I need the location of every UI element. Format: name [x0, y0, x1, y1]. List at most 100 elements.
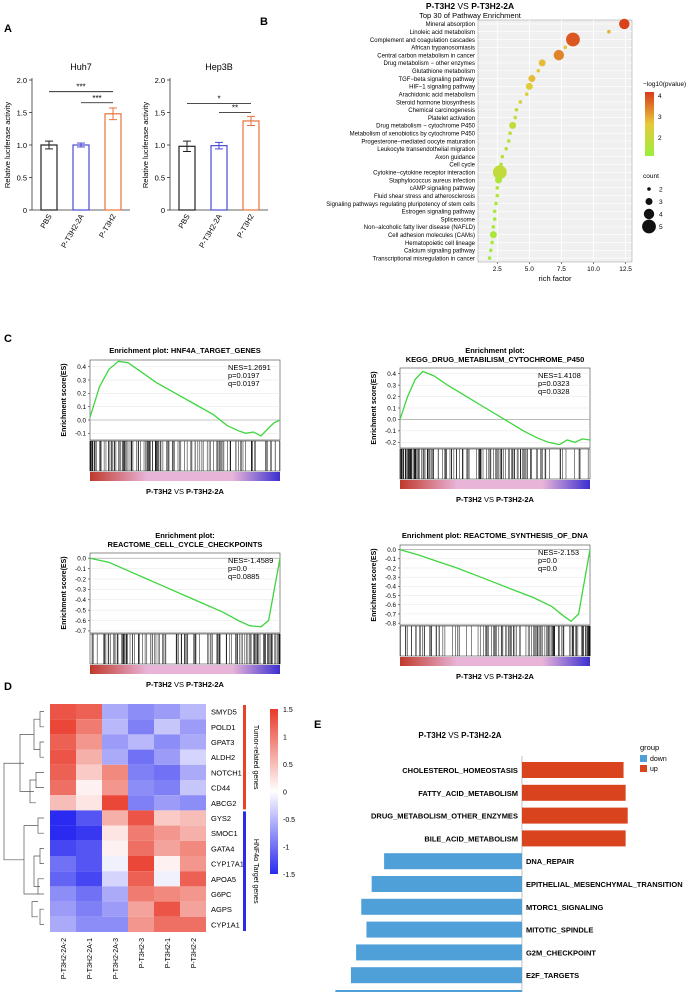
heatmap-cell [154, 840, 180, 856]
heatmap-cell [180, 734, 206, 750]
heatmap-cell [180, 780, 206, 796]
heatmap-row-label: SMYD5 [211, 708, 237, 717]
enrichment-curve [399, 370, 591, 446]
heatmap-cell [180, 749, 206, 765]
scale-tick-label: 1.5 [283, 707, 293, 714]
heatmap-cell [76, 856, 102, 872]
pathway-label: Drug metabolism − other enzymes [383, 61, 475, 67]
y-tick-label: 0.5 [17, 174, 27, 183]
heatmap-cell [180, 810, 206, 826]
pathway-label: Axon guidance [435, 155, 475, 161]
bar-p-t3h2 [104, 113, 122, 211]
pathway-label: Complement and coagulation cascades [370, 38, 475, 44]
bubble-point [514, 107, 519, 112]
title-part: P-T3H2 [426, 1, 456, 11]
bubble-point [492, 165, 507, 180]
y-tick-label: 1.0 [155, 141, 165, 150]
x-label-part: P-T3H2 [146, 487, 172, 496]
x-tick-label: 12.5 [619, 266, 632, 273]
heatmap-cell [50, 719, 76, 735]
y-tick-label: 1.0 [17, 141, 27, 150]
heatmap-column-label: P-T3H2-1 [165, 938, 172, 968]
size-legend-tick: 5 [659, 224, 663, 231]
heatmap-cell [180, 795, 206, 811]
y-tick-label: 2.0 [17, 76, 27, 85]
heatmap-row-label: AGPS [211, 905, 232, 914]
heatmap-cell [128, 719, 154, 735]
es-plot-frame [89, 359, 281, 441]
es-tick-label: 0.4 [387, 371, 396, 378]
x-label-part: P-T3H2 [146, 680, 172, 689]
pathway-label: HIF−1 signaling pathway [409, 85, 475, 91]
pathway-label: Estrogen signaling pathway [402, 210, 475, 216]
heatmap-cell [102, 795, 128, 811]
title-part: P-T3H2-2A [471, 1, 514, 11]
bar-chart-title: Huh7 [70, 62, 92, 72]
es-plot-frame [89, 552, 281, 634]
bubble-point [525, 82, 533, 90]
heatmap-cell [50, 916, 76, 932]
x-label-part: VS [482, 672, 496, 681]
bar-p-t3h2-2a [72, 144, 90, 211]
pathway-label: Progesterone−mediated oocyte maturation [361, 139, 475, 145]
es-tick-label: 0.0 [387, 547, 396, 554]
enrichment-curve [399, 548, 591, 623]
y-tick-label: 0 [23, 206, 27, 215]
heatmap-cell [128, 749, 154, 765]
bubble-point [507, 139, 511, 143]
pathway-label: Glutathione metabolism [412, 69, 475, 75]
scale-tick-label: 0 [283, 790, 287, 797]
scale-tick-label: -0.5 [283, 817, 295, 824]
title-part: VS [446, 731, 461, 740]
bubble-point [538, 59, 546, 67]
es-tick-label: -0.3 [75, 587, 86, 594]
heatmap-cell [102, 871, 128, 887]
panel-label-b: B [260, 16, 268, 28]
es-tick-label: -0.4 [75, 597, 86, 604]
bar-pbs [178, 145, 196, 211]
es-tick-label: -0.4 [385, 584, 396, 591]
nes-bar [521, 762, 624, 778]
pathway-label: Spliceosome [441, 217, 476, 223]
heatmap-cell [76, 840, 102, 856]
heatmap-cell [180, 825, 206, 841]
bubble-point [489, 231, 497, 239]
x-label-part: VS [482, 495, 496, 504]
heatmap-cell [128, 764, 154, 780]
heatmap-cell [102, 916, 128, 932]
legend-swatch [640, 765, 647, 772]
x-tick-label: P-T3H2-2A [59, 213, 86, 250]
nes-bar-label: BILE_ACID_METABOLISM [424, 834, 518, 843]
pathway-label: Mineral absorption [426, 22, 475, 28]
gsea-title: Enrichment plot: [465, 346, 525, 355]
es-tick-label: -0.1 [385, 556, 396, 563]
heatmap-cell [128, 704, 154, 720]
heatmap-cell [128, 901, 154, 917]
heatmap-cell [180, 856, 206, 872]
pathway-label: Non−alcoholic fatty liver disease (NAFLD… [364, 225, 475, 231]
nes-bar [521, 784, 626, 801]
color-legend-tick: 3 [658, 114, 662, 121]
heatmap-cell [154, 856, 180, 872]
rank-bar [90, 665, 280, 674]
nes-bar-label: DNA_REPAIR [526, 857, 575, 866]
heatmap-row-label: G6PC [211, 890, 232, 899]
pathway-label: Cytokine−cytokine receptor interaction [373, 171, 475, 177]
nes-bar [335, 990, 522, 992]
heatmap-cell [102, 825, 128, 841]
nes-chart-title: P-T3H2 VS P-T3H2-2A [418, 731, 501, 740]
heatmap-cell [76, 795, 102, 811]
gsea-x-label: P-T3H2 VS P-T3H2-2A [456, 672, 535, 681]
es-tick-label: 0.1 [77, 404, 86, 411]
nes-bar-label: EPITHELIAL_MESENCHYMAL_TRANSITION [526, 880, 683, 889]
bubble-point [513, 115, 518, 120]
pathway-label: Staphylococcus aureus infection [389, 178, 475, 184]
heatmap-cell [102, 704, 128, 720]
x-tick-label: P-T3H2 [235, 213, 256, 240]
dendrogram-branch [33, 718, 40, 750]
nes-bar-label: MTORC1_SIGNALING [526, 903, 604, 912]
bar-pbs [40, 144, 58, 211]
es-tick-label: 0.4 [77, 364, 86, 371]
hits-frame [89, 440, 281, 472]
